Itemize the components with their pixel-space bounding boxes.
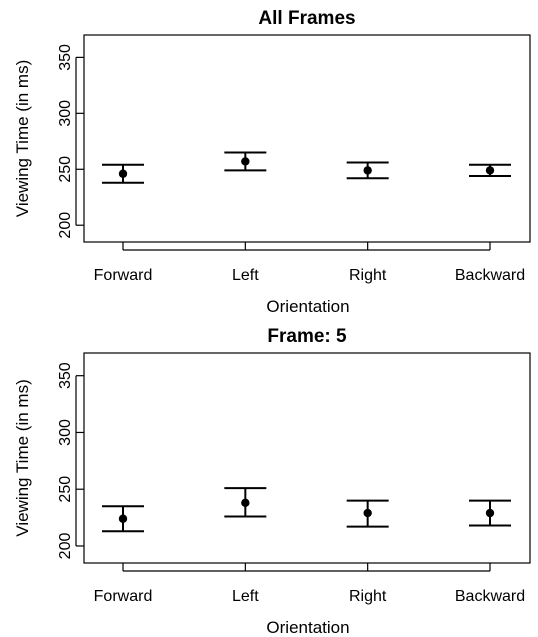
x-tick-label: Forward (94, 588, 153, 605)
chart-title: Frame: 5 (267, 326, 347, 347)
y-tick-label: 300 (57, 419, 74, 446)
data-point (241, 498, 250, 508)
x-axis-label: Orientation (266, 297, 349, 316)
data-point (485, 166, 495, 175)
y-tick-label: 350 (57, 44, 74, 71)
x-tick-label: Backward (455, 267, 525, 284)
data-point (118, 169, 128, 178)
y-tick-label: 200 (57, 533, 74, 560)
x-tick-label: Right (349, 588, 387, 605)
y-tick-label: 250 (57, 156, 74, 183)
plot-frame (83, 34, 531, 243)
chart-panel-0: All Frames 200 250 300 350 Viewing Time (in m… (13, 8, 531, 316)
data-point (363, 166, 372, 175)
x-tick-label: Left (232, 588, 259, 605)
y-tick-label: 200 (57, 212, 74, 239)
chart-panel-1: Frame: 5 200 250 300 350 Viewing Time (in ms)… (13, 326, 531, 637)
chart-title: All Frames (258, 8, 355, 29)
y-axis-label: Viewing Time (in ms) (13, 60, 32, 217)
data-point (363, 508, 372, 518)
x-tick-label: Forward (94, 267, 153, 284)
x-tick-label: Backward (455, 588, 525, 605)
y-axis-label: Viewing Time (in ms) (13, 379, 32, 536)
plot-frame (83, 352, 531, 564)
x-axis-label: Orientation (266, 618, 349, 637)
y-tick-label: 300 (57, 100, 74, 127)
y-tick-label: 350 (57, 362, 74, 389)
x-tick-label: Left (232, 267, 259, 284)
data-point (485, 508, 495, 518)
x-tick-label: Right (349, 267, 387, 284)
data-point (118, 514, 128, 523)
data-point (241, 157, 250, 166)
y-tick-label: 250 (57, 476, 74, 503)
